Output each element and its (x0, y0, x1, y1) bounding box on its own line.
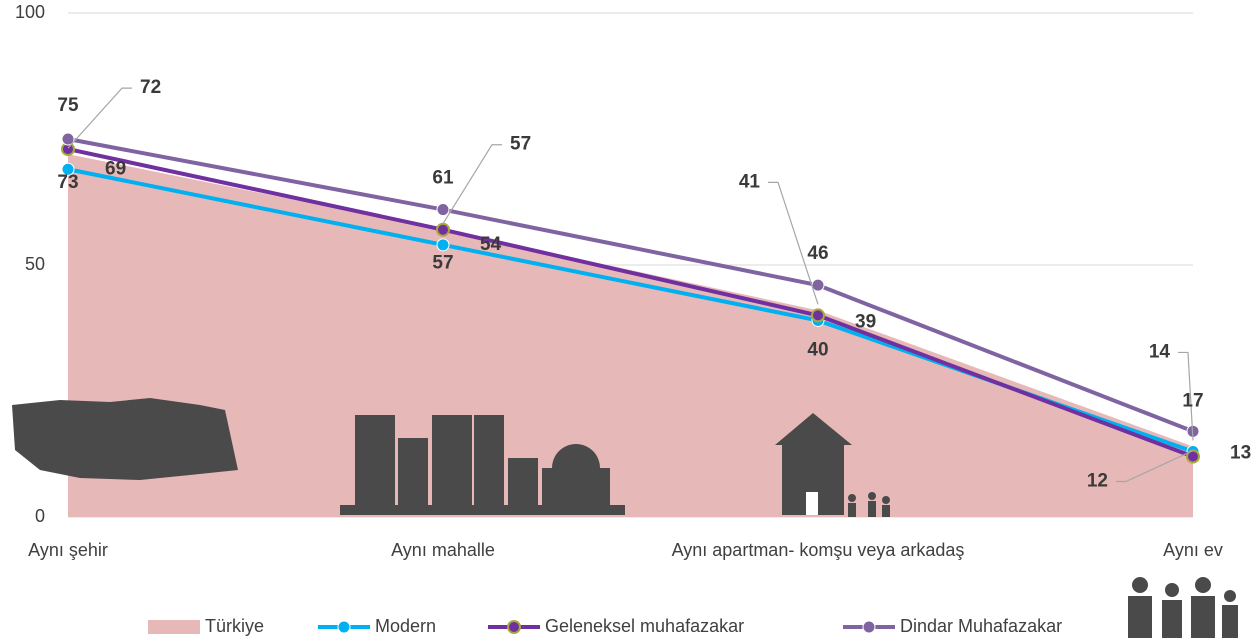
value-label: 73 (57, 172, 78, 193)
callout-line (442, 144, 502, 225)
legend-item: Dindar Muhafazakar (843, 616, 1062, 636)
value-label: 13 (1230, 442, 1251, 463)
legend-label: Modern (375, 616, 436, 636)
line (67, 147, 1194, 459)
legend-marker (862, 620, 876, 634)
value-label: 40 (807, 339, 828, 360)
legend-swatch (148, 620, 200, 634)
value-label: 72 (140, 77, 161, 98)
value-label: 14 (1149, 341, 1171, 362)
marker (811, 278, 825, 292)
legend-label: Dindar Muhafazakar (900, 616, 1062, 636)
value-label: 57 (432, 253, 453, 274)
marker (61, 162, 75, 176)
marker (436, 238, 450, 252)
house-icon (775, 413, 890, 517)
marker (61, 132, 75, 146)
y-tick-label: 100 (15, 2, 45, 22)
map-icon (12, 398, 238, 480)
value-label: 17 (1182, 390, 1203, 411)
value-label: 61 (432, 168, 454, 189)
legend-marker (337, 620, 351, 634)
legend-item: Geleneksel muhafazakar (488, 616, 744, 636)
legend-marker (507, 620, 521, 634)
x-tick-label: Aynı mahalle (391, 540, 495, 560)
legend-label: Türkiye (205, 616, 264, 636)
marker (811, 308, 825, 323)
x-tick-label: Aynı ev (1163, 540, 1223, 560)
y-tick-label: 0 (35, 506, 45, 526)
legend-label: Geleneksel muhafazakar (545, 616, 744, 636)
legend-item: Modern (318, 616, 436, 636)
value-label: 41 (739, 171, 761, 192)
value-label: 54 (480, 234, 502, 255)
legend-item: Türkiye (148, 616, 264, 636)
x-tick-label: Aynı şehir (28, 540, 108, 560)
value-label: 39 (855, 311, 876, 332)
marker (436, 203, 450, 217)
callout-line (67, 87, 132, 149)
buildings-icon (340, 415, 625, 515)
icons (12, 398, 1238, 638)
value-label: 75 (57, 95, 79, 116)
value-label: 57 (510, 134, 531, 155)
marker (436, 222, 450, 237)
family-icon (1128, 577, 1238, 638)
callout-line (1178, 351, 1194, 441)
area (68, 154, 1193, 517)
value-label: 46 (807, 243, 828, 264)
callout-line (1116, 449, 1194, 483)
value-label: 69 (105, 158, 126, 179)
line (67, 137, 1194, 434)
x-tick-label: Aynı apartman- komşu veya arkadaş (671, 540, 965, 560)
value-label: 12 (1087, 471, 1108, 492)
callout-line (768, 181, 819, 305)
y-tick-label: 50 (25, 254, 45, 274)
